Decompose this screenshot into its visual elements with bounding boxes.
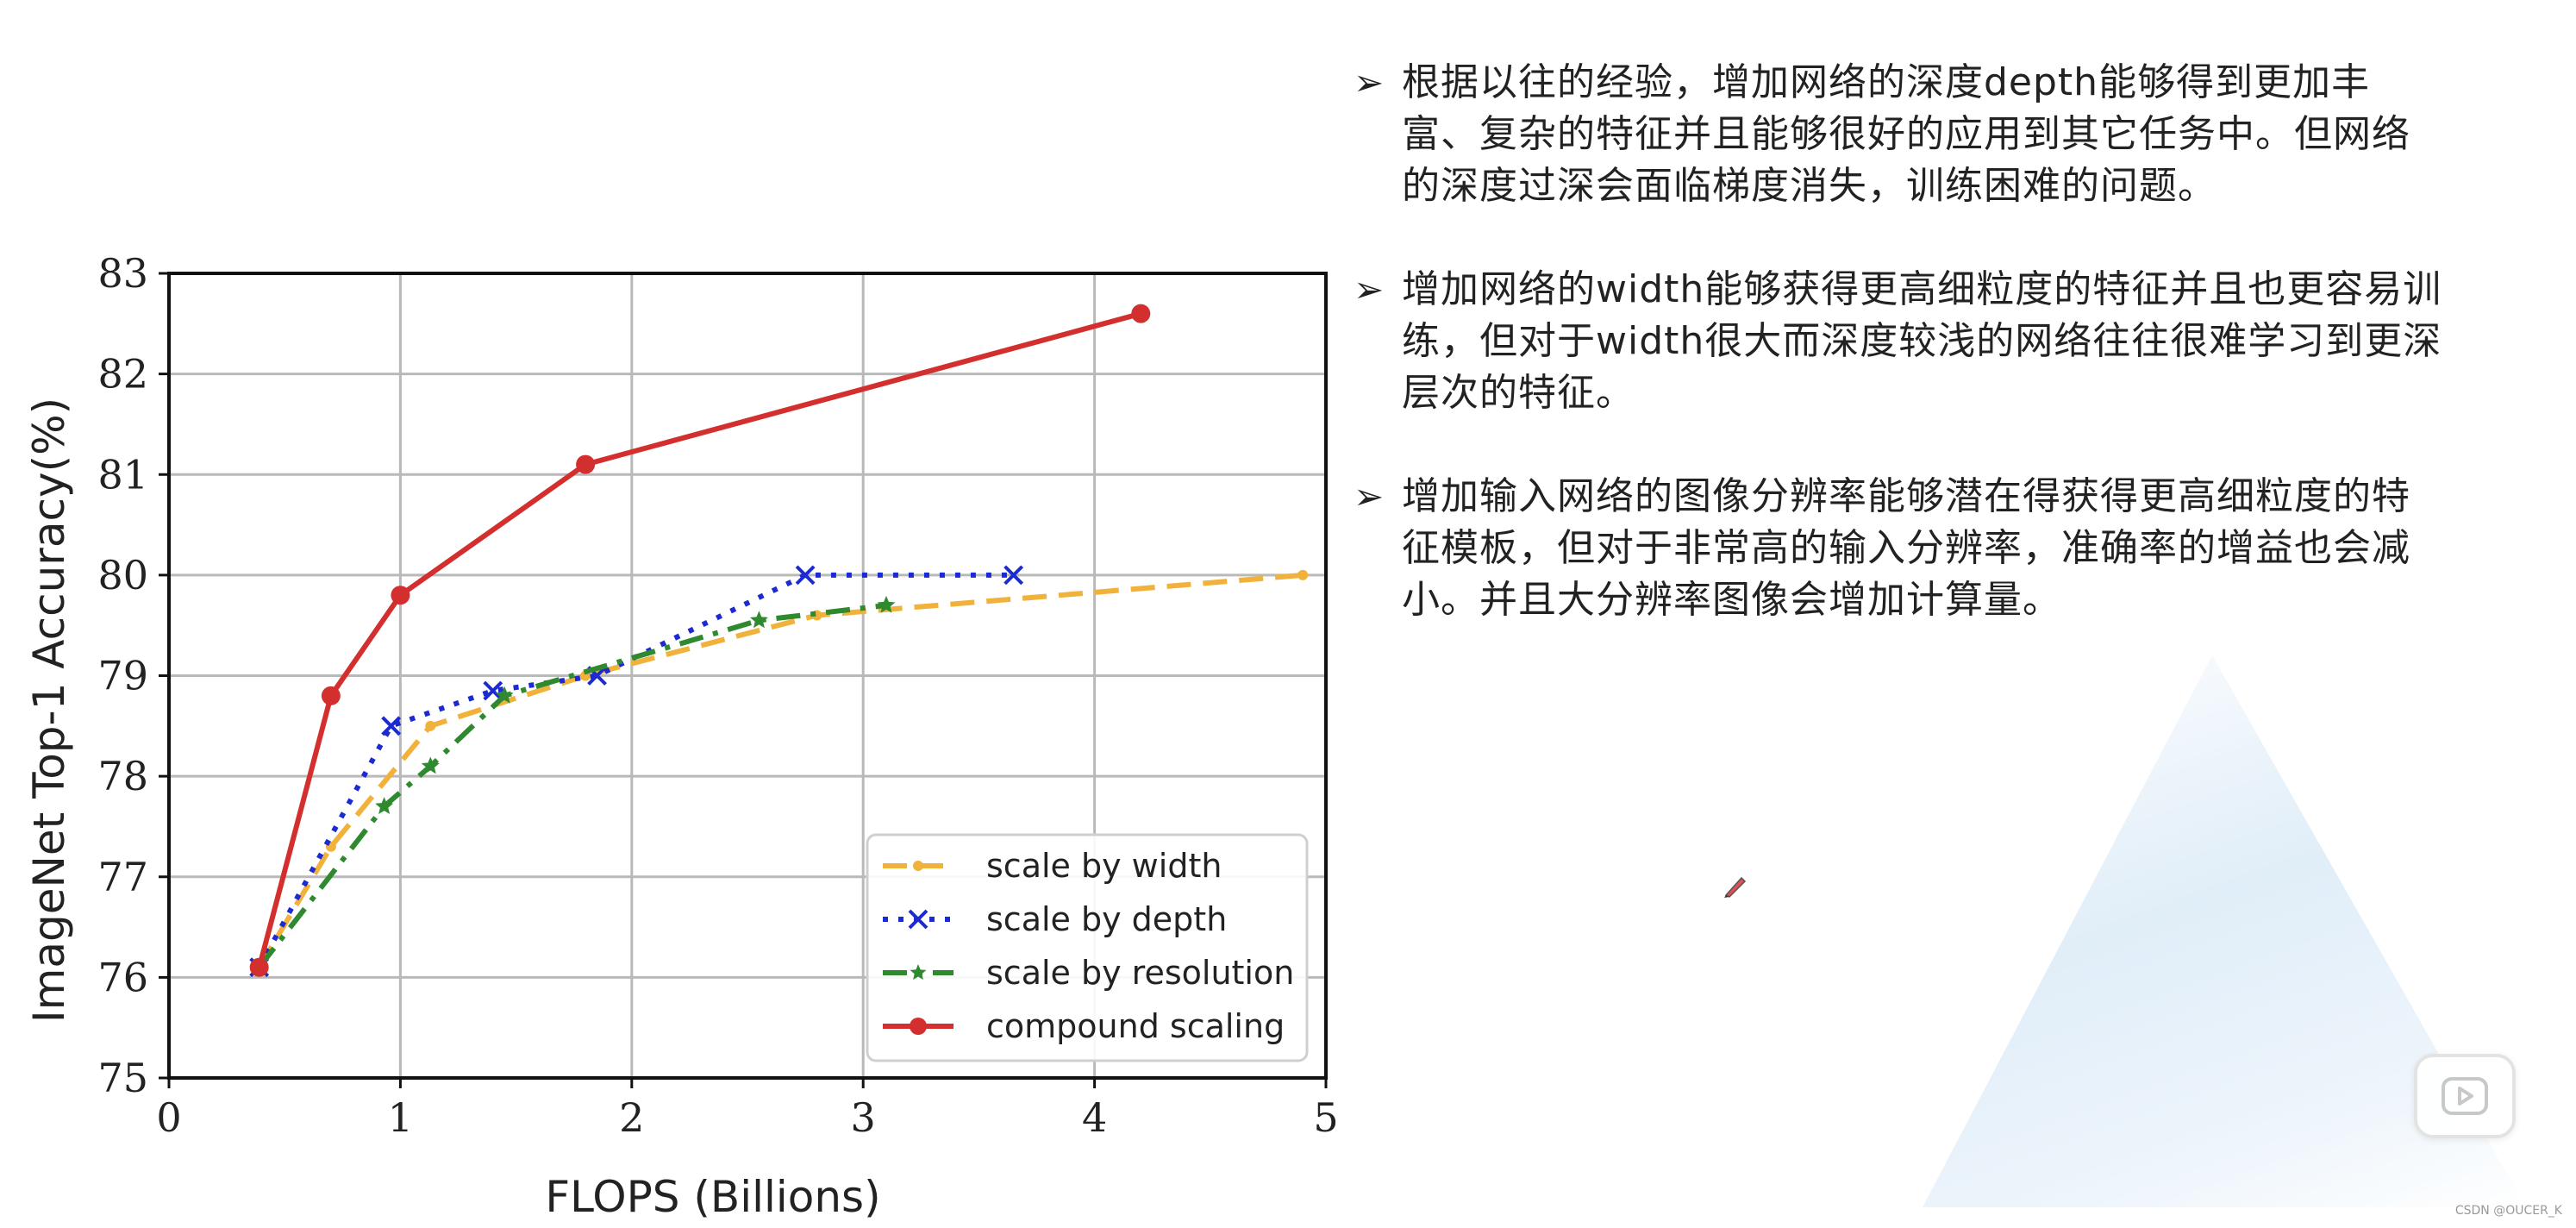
y-tick-label: 75 bbox=[97, 1055, 148, 1101]
data-point bbox=[321, 686, 341, 705]
data-point bbox=[249, 957, 269, 977]
bullet-text: 根据以往的经验，增加网络的深度depth能够得到更加丰富、复杂的特征并且能够很好… bbox=[1402, 60, 2410, 208]
data-point bbox=[877, 595, 896, 613]
pen-cursor-icon bbox=[1723, 873, 1748, 902]
legend-label: scale by resolution bbox=[986, 954, 1294, 992]
y-tick-label: 80 bbox=[97, 552, 148, 598]
credit-text: CSDN @OUCER_K bbox=[2454, 1204, 2562, 1218]
data-point bbox=[483, 680, 503, 701]
data-point bbox=[495, 686, 514, 704]
data-point bbox=[750, 611, 768, 629]
data-point bbox=[381, 716, 402, 736]
data-point bbox=[375, 797, 394, 814]
y-axis-label: ImageNet Top-1 Accuracy(%) bbox=[24, 398, 74, 1023]
legend-label: compound scaling bbox=[986, 1007, 1285, 1045]
legend-marker bbox=[908, 909, 928, 930]
arrowhead-bullet-icon: ➢ bbox=[1354, 475, 1385, 517]
x-axis-label: FLOPS (Billions) bbox=[545, 1172, 880, 1222]
bullet-item-width: ➢ 增加网络的width能够获得更高细粒度的特征并且也更容易训练，但对于widt… bbox=[1354, 264, 2474, 419]
legend-marker bbox=[910, 1018, 927, 1035]
x-tick-label: 3 bbox=[851, 1094, 876, 1141]
x-tick-label: 0 bbox=[156, 1094, 181, 1141]
y-tick-label: 82 bbox=[97, 351, 148, 398]
x-tick-label: 5 bbox=[1313, 1094, 1338, 1141]
chart-svg: 0 1 2 3 4 5 75 76 77 78 79 80 81 82 83 FLOPS (Billions)… bbox=[24, 250, 1339, 1222]
legend-box bbox=[866, 833, 1309, 1062]
play-icon bbox=[2442, 1077, 2488, 1115]
bullet-text: 增加网络的width能够获得更高细粒度的特征并且也更容易训练，但对于width很… bbox=[1402, 267, 2442, 415]
legend-label: scale by width bbox=[986, 847, 1222, 885]
data-point bbox=[391, 586, 410, 605]
data-point bbox=[425, 720, 436, 731]
y-tick-label: 83 bbox=[97, 250, 148, 297]
legend-label: scale by depth bbox=[986, 900, 1227, 938]
series-line bbox=[257, 602, 887, 969]
data-point bbox=[421, 756, 440, 774]
x-tick-label: 4 bbox=[1082, 1094, 1107, 1141]
legend-marker bbox=[913, 861, 923, 871]
data-point bbox=[1131, 304, 1151, 323]
play-button[interactable] bbox=[2414, 1054, 2516, 1138]
data-point bbox=[1297, 569, 1309, 580]
y-tick-label: 78 bbox=[97, 753, 148, 799]
accuracy-vs-flops-chart: 0 1 2 3 4 5 75 76 77 78 79 80 81 82 83 FLOPS (Billions)… bbox=[24, 250, 1339, 1222]
data-point bbox=[1004, 565, 1024, 586]
y-tick-label: 79 bbox=[97, 653, 148, 699]
y-tick-label: 81 bbox=[97, 451, 148, 498]
legend-marker bbox=[910, 964, 927, 981]
arrowhead-bullet-icon: ➢ bbox=[1354, 61, 1385, 103]
x-tick-label: 1 bbox=[388, 1094, 413, 1141]
data-point bbox=[576, 454, 596, 474]
bullet-item-depth: ➢ 根据以往的经验，增加网络的深度depth能够得到更加丰富、复杂的特征并且能够… bbox=[1354, 57, 2474, 212]
bullet-text-panel: ➢ 根据以往的经验，增加网络的深度depth能够得到更加丰富、复杂的特征并且能够… bbox=[1354, 57, 2474, 678]
bullet-item-resolution: ➢ 增加输入网络的图像分辨率能够潜在得获得更高细粒度的特征模板，但对于非常高的输… bbox=[1354, 471, 2474, 626]
x-tick-label: 2 bbox=[619, 1094, 644, 1141]
arrowhead-bullet-icon: ➢ bbox=[1354, 268, 1385, 310]
y-tick-label: 76 bbox=[97, 954, 148, 1000]
y-tick-label: 77 bbox=[97, 854, 148, 900]
data-point bbox=[795, 565, 816, 586]
bullet-text: 增加输入网络的图像分辨率能够潜在得获得更高细粒度的特征模板，但对于非常高的输入分… bbox=[1402, 474, 2410, 622]
